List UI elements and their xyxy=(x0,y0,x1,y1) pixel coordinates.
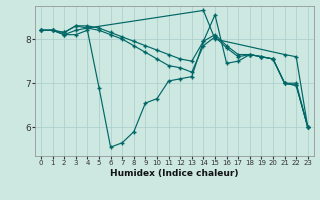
X-axis label: Humidex (Indice chaleur): Humidex (Indice chaleur) xyxy=(110,169,239,178)
